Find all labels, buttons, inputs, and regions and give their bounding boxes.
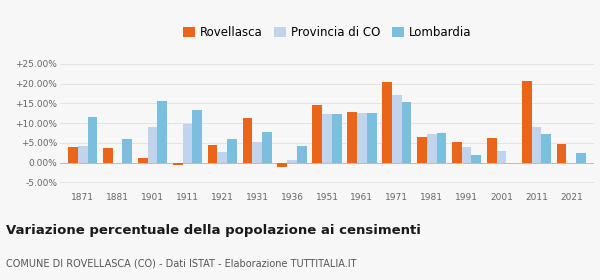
Bar: [417, 137, 427, 163]
Bar: [208, 144, 217, 163]
Bar: [452, 142, 462, 163]
Bar: [472, 155, 481, 163]
Bar: [277, 163, 287, 167]
Bar: [262, 132, 272, 163]
Bar: [462, 147, 472, 163]
Bar: [322, 114, 332, 163]
Bar: [88, 117, 97, 163]
Bar: [557, 144, 566, 163]
Bar: [227, 139, 237, 163]
Bar: [192, 110, 202, 163]
Bar: [541, 134, 551, 163]
Bar: [217, 152, 227, 163]
Bar: [522, 81, 532, 163]
Bar: [487, 138, 497, 163]
Bar: [332, 114, 341, 163]
Bar: [138, 158, 148, 163]
Bar: [576, 153, 586, 163]
Bar: [148, 127, 157, 163]
Bar: [122, 139, 132, 163]
Bar: [427, 134, 437, 163]
Bar: [367, 113, 377, 163]
Legend: Rovellasca, Provincia di CO, Lombardia: Rovellasca, Provincia di CO, Lombardia: [178, 22, 476, 44]
Bar: [287, 160, 297, 163]
Bar: [437, 133, 446, 163]
Bar: [392, 95, 401, 163]
Bar: [68, 147, 78, 163]
Bar: [532, 127, 541, 163]
Bar: [497, 151, 506, 163]
Text: COMUNE DI ROVELLASCA (CO) - Dati ISTAT - Elaborazione TUTTITALIA.IT: COMUNE DI ROVELLASCA (CO) - Dati ISTAT -…: [6, 259, 356, 269]
Bar: [253, 142, 262, 163]
Bar: [313, 105, 322, 163]
Text: Variazione percentuale della popolazione ai censimenti: Variazione percentuale della popolazione…: [6, 224, 421, 237]
Bar: [297, 146, 307, 163]
Bar: [357, 113, 367, 163]
Bar: [173, 163, 182, 165]
Bar: [103, 148, 113, 163]
Bar: [401, 102, 412, 163]
Bar: [157, 101, 167, 163]
Bar: [242, 118, 253, 163]
Bar: [78, 146, 88, 163]
Bar: [382, 83, 392, 163]
Bar: [182, 124, 192, 163]
Bar: [347, 112, 357, 163]
